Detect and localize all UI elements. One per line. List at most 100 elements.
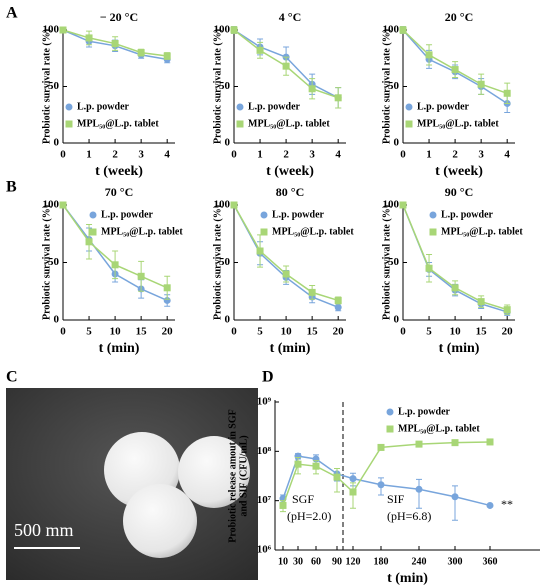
y-tick-label: 10⁷	[257, 494, 272, 506]
y-axis-title: Probiotic survival rate (%)	[381, 205, 392, 320]
x-axis-title: t (min)	[270, 341, 311, 356]
x-axis-title: t (week)	[266, 164, 314, 179]
x-tick-label: 20	[333, 326, 345, 338]
legend-label: L.p. powder	[417, 101, 470, 112]
point	[256, 247, 264, 255]
legend-label: L.p. powder	[101, 209, 154, 220]
x-tick-label: 1	[426, 149, 432, 161]
x-tick-label: 0	[231, 326, 237, 338]
point	[425, 51, 433, 59]
y-tick-label: 100	[214, 199, 231, 211]
legend-marker	[405, 103, 413, 111]
point	[399, 26, 407, 34]
point	[503, 306, 511, 314]
x-tick-label: 1	[257, 149, 263, 161]
point	[137, 49, 145, 57]
y-tick-label: 10⁸	[257, 445, 272, 457]
point	[333, 473, 341, 481]
x-tick-label: 15	[307, 326, 319, 338]
y-axis-title: and SIF (CFU/mL)	[238, 435, 249, 516]
point	[59, 26, 67, 34]
panel-label: A	[6, 5, 18, 22]
x-tick-label: 2	[283, 149, 289, 161]
point	[294, 460, 302, 468]
legend-label: MPL₅₀@L.p. tablet	[417, 118, 499, 129]
point	[334, 94, 342, 102]
x-tick-label: 0	[231, 149, 237, 161]
point	[334, 296, 342, 304]
annotation: SIF	[387, 492, 405, 506]
x-tick-label: 10	[110, 326, 122, 338]
legend-label: MPL₅₀@L.p. tablet	[441, 226, 523, 237]
x-tick-label: 20	[162, 326, 174, 338]
chart-title: − 20 °C	[100, 10, 138, 24]
y-tick-label: 100	[383, 199, 400, 211]
y-tick-label: 0	[394, 137, 400, 149]
y-tick-label: 100	[214, 24, 231, 36]
x-tick-label: 4	[335, 149, 341, 161]
point	[163, 52, 171, 60]
y-tick-label: 100	[43, 24, 60, 36]
x-tick-label: 4	[504, 149, 510, 161]
x-tick-label: 5	[86, 326, 92, 338]
chart-title: 70 °C	[105, 185, 133, 199]
legend-marker	[429, 211, 437, 219]
x-tick-label: 10	[450, 326, 462, 338]
point	[163, 296, 171, 304]
y-tick-label: 0	[54, 137, 60, 149]
x-axis-title: t (week)	[435, 164, 483, 179]
point	[282, 270, 290, 278]
legend-marker	[260, 228, 268, 236]
y-tick-label: 50	[388, 256, 400, 268]
y-tick-label: 100	[43, 199, 60, 211]
point	[377, 481, 385, 489]
legend-label: MPL₅₀@L.p. tablet	[272, 226, 354, 237]
x-tick-label: 180	[374, 556, 389, 567]
x-tick-label: 2	[452, 149, 458, 161]
y-tick-label: 0	[225, 314, 231, 326]
legend-marker	[405, 120, 413, 128]
x-tick-label: 0	[400, 326, 406, 338]
legend-marker	[89, 228, 97, 236]
y-axis-title: Probiotic release amout in SGF	[227, 409, 238, 543]
x-tick-label: 90	[332, 556, 342, 567]
point	[334, 303, 342, 311]
point	[451, 493, 459, 501]
series-line	[233, 204, 339, 309]
point	[415, 485, 423, 493]
point	[111, 40, 119, 48]
y-tick-label: 0	[54, 314, 60, 326]
x-tick-label: 10	[281, 326, 293, 338]
x-tick-label: 4	[164, 149, 170, 161]
x-tick-label: 20	[502, 326, 514, 338]
point	[308, 85, 316, 93]
point	[279, 501, 287, 509]
y-tick-label: 50	[48, 80, 60, 92]
x-tick-label: 15	[476, 326, 488, 338]
x-tick-label: 3	[309, 149, 315, 161]
error-bar	[452, 485, 458, 521]
point	[111, 261, 119, 269]
x-tick-label: 0	[60, 326, 66, 338]
y-axis-title: Probiotic survival rate (%)	[212, 205, 223, 320]
x-tick-label: 240	[412, 556, 427, 567]
legend-marker	[236, 103, 244, 111]
error-bar	[350, 482, 356, 509]
x-tick-label: 2	[112, 149, 118, 161]
x-axis-title: t (min)	[387, 571, 428, 585]
legend-marker	[386, 408, 394, 416]
x-tick-label: 3	[138, 149, 144, 161]
annotation: SGF	[292, 492, 314, 506]
annotation: **	[501, 497, 513, 511]
panel-label: D	[262, 369, 274, 386]
point	[349, 488, 357, 496]
point	[59, 201, 67, 209]
x-tick-label: 3	[478, 149, 484, 161]
y-tick-label: 0	[394, 314, 400, 326]
point	[312, 462, 320, 470]
x-axis-title: t (week)	[95, 164, 143, 179]
point	[451, 66, 459, 74]
legend-label: L.p. powder	[77, 101, 130, 112]
y-tick-label: 50	[48, 256, 60, 268]
